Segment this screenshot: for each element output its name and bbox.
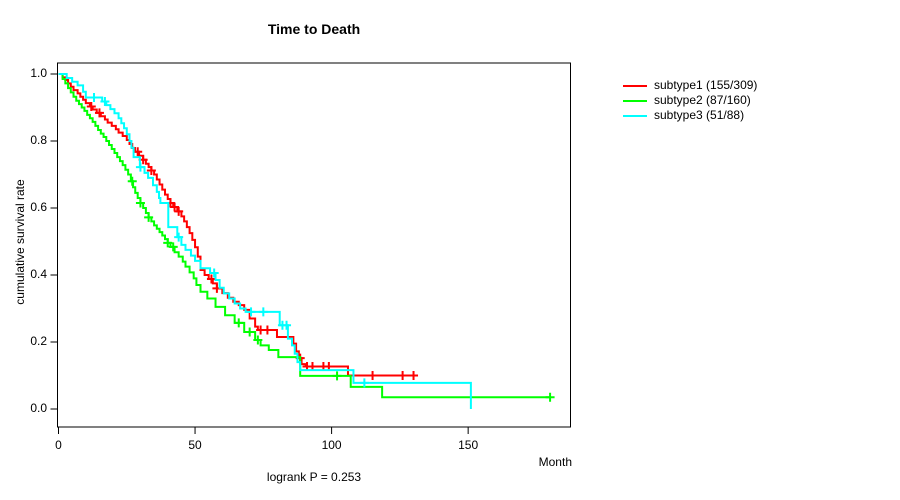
censor-marks-subtype3 [89, 92, 369, 388]
y-tick-label: 1.0 [30, 66, 47, 80]
legend-item-subtype1: subtype1 (155/309) [623, 78, 757, 93]
legend-label-subtype1: subtype1 (155/309) [654, 78, 758, 92]
censor-marks-subtype2 [127, 176, 555, 402]
legend-item-subtype3: subtype3 (51/88) [623, 108, 757, 123]
survival-curve-subtype1 [58, 73, 415, 377]
legend-line-swatch-subtype1 [623, 84, 647, 87]
survival-curve-subtype3 [58, 73, 472, 409]
legend-label-subtype2: subtype2 (87/160) [654, 93, 751, 107]
x-axis-label: Month [538, 455, 572, 469]
x-tick-label: 50 [188, 438, 202, 452]
y-tick-label: 0.2 [30, 334, 47, 348]
logrank-pvalue-note: logrank P = 0.253 [266, 470, 362, 484]
legend: subtype1 (155/309) subtype2 (87/160) sub… [623, 78, 757, 123]
x-tick-label: 100 [321, 438, 342, 452]
y-tick-label: 0.0 [30, 401, 47, 415]
y-tick-label: 0.6 [30, 200, 47, 214]
y-tick-label: 0.4 [30, 267, 47, 281]
x-tick-label: 0 [55, 438, 62, 452]
plot-box [57, 62, 571, 428]
survival-curve-subtype2 [58, 73, 551, 399]
legend-line-swatch-subtype3 [623, 114, 647, 117]
legend-line-swatch-subtype2 [623, 99, 647, 102]
chart-title: Time to Death [267, 21, 361, 37]
x-tick-label: 150 [458, 438, 479, 452]
y-tick-label: 0.8 [30, 133, 47, 147]
y-axis-label: cumulative survival rate [13, 179, 27, 305]
legend-label-subtype3: subtype3 (51/88) [654, 108, 745, 122]
censor-marks-subtype1 [86, 101, 419, 380]
legend-item-subtype2: subtype2 (87/160) [623, 93, 757, 108]
